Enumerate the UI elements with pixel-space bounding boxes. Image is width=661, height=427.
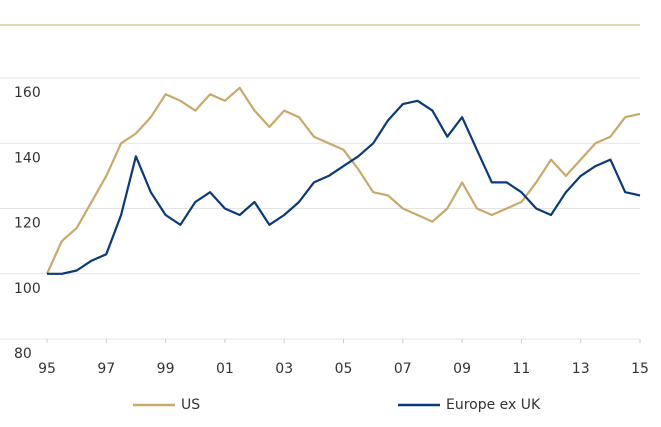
y-tick-label: 80 bbox=[14, 346, 32, 362]
legend-label: Europe ex UK bbox=[446, 397, 541, 413]
x-tick-label: 11 bbox=[512, 361, 530, 377]
y-tick-label: 120 bbox=[14, 216, 41, 232]
y-tick-label: 100 bbox=[14, 281, 41, 297]
x-tick-label: 95 bbox=[38, 361, 56, 377]
x-tick-label: 05 bbox=[335, 361, 353, 377]
x-tick-label: 07 bbox=[394, 361, 412, 377]
y-tick-label: 160 bbox=[14, 85, 41, 101]
x-tick-label: 99 bbox=[157, 361, 175, 377]
x-tick-label: 15 bbox=[631, 361, 649, 377]
y-tick-label: 140 bbox=[14, 150, 41, 166]
x-tick-label: 03 bbox=[275, 361, 293, 377]
x-tick-label: 97 bbox=[97, 361, 115, 377]
x-tick-label: 09 bbox=[453, 361, 471, 377]
legend-label: US bbox=[181, 397, 200, 413]
series-line bbox=[45, 86, 641, 275]
x-tick-label: 01 bbox=[216, 361, 234, 377]
x-tick-label: 13 bbox=[572, 361, 590, 377]
series-line bbox=[47, 99, 641, 275]
